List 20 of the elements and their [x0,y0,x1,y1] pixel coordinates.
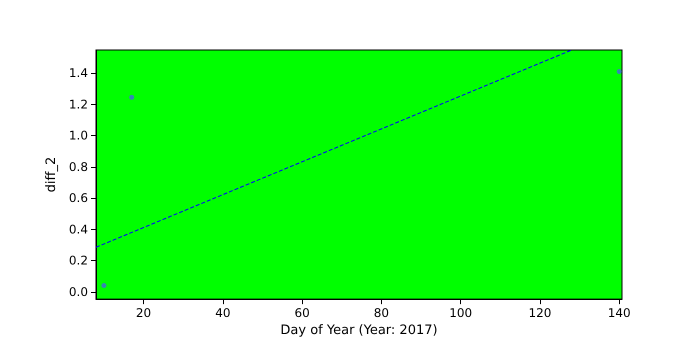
y-tick-label: 0.6 [68,191,88,206]
x-tick-label: 60 [294,306,310,320]
x-tick-label: 20 [136,306,152,320]
y-tick-label: 0.4 [68,222,88,236]
x-tick-label: 40 [215,306,230,320]
x-tick-label: 120 [528,306,552,320]
y-tick-label: 1.0 [68,128,88,143]
point [616,69,622,74]
point [129,94,134,100]
y-tick-label: 1.4 [68,66,88,80]
point [101,283,106,288]
y-axis-title: diff_2 [44,156,59,192]
x-tick-label: 80 [374,306,390,320]
y-tick-label: 0.8 [68,160,88,174]
y-tick-label: 0.2 [68,254,88,268]
y-tick-label: 0.0 [68,284,88,299]
x-axis-title: Day of Year (Year: 2017) [280,323,438,338]
x-tick-label: 100 [449,306,472,320]
x-tick-label: 140 [608,306,631,320]
y-tick-label: 1.2 [68,97,88,112]
